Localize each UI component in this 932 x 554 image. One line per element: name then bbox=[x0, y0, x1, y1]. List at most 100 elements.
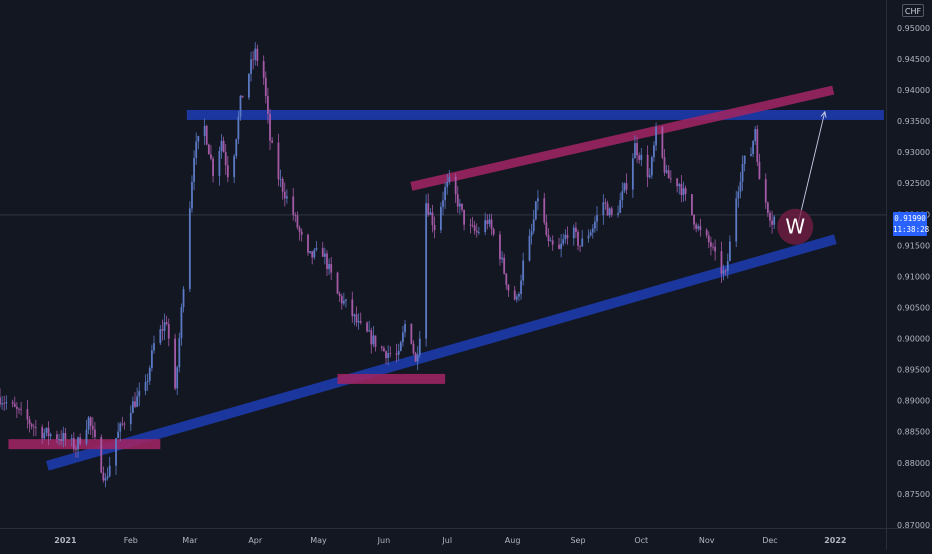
support-trendline[interactable] bbox=[46, 234, 837, 471]
candle-body bbox=[309, 251, 311, 253]
candle-body bbox=[161, 329, 164, 331]
candle-body bbox=[710, 242, 712, 247]
candle-body bbox=[165, 322, 168, 325]
price-tick-label: 0.94000 bbox=[897, 86, 930, 95]
candle-body bbox=[697, 226, 700, 229]
candle-body bbox=[292, 196, 295, 216]
candle-body bbox=[75, 449, 77, 450]
candle-body bbox=[340, 295, 343, 304]
candle-body bbox=[636, 143, 638, 156]
candle-body bbox=[678, 184, 681, 187]
candle-body bbox=[604, 202, 607, 204]
time-axis[interactable]: 2021 Feb Mar Apr May Jun Jul Aug Sep Oct Nov Dec 202… bbox=[54, 536, 846, 545]
candle-body bbox=[771, 220, 773, 225]
candle-body bbox=[64, 432, 67, 440]
price-tick-label: 0.90500 bbox=[897, 303, 930, 312]
candle-body bbox=[646, 154, 649, 178]
candle-body bbox=[330, 263, 333, 273]
candle-body bbox=[163, 322, 166, 331]
time-tick-label: May bbox=[310, 536, 327, 545]
candle-body bbox=[522, 260, 525, 281]
candle-body bbox=[653, 145, 655, 158]
time-tick-label: Mar bbox=[182, 536, 198, 545]
price-tick-label: 0.88000 bbox=[897, 459, 930, 468]
candle-body bbox=[743, 155, 746, 164]
candle-body bbox=[680, 184, 683, 195]
projection-arrow[interactable] bbox=[796, 111, 826, 227]
candle-body bbox=[117, 431, 120, 439]
candle-body bbox=[359, 321, 362, 323]
candle-body bbox=[661, 126, 664, 158]
resistance-zone[interactable] bbox=[186, 109, 884, 120]
candle-body bbox=[150, 350, 153, 368]
candle-body bbox=[537, 198, 539, 202]
currency-badge[interactable]: CHF bbox=[902, 4, 924, 17]
candle-body bbox=[115, 438, 117, 466]
candle-body bbox=[328, 263, 330, 270]
projection-arrow-head[interactable] bbox=[820, 110, 827, 118]
candle-body bbox=[528, 235, 531, 261]
candle-body bbox=[353, 314, 356, 317]
annotation-layer[interactable] bbox=[8, 85, 884, 471]
price-tick-label: 0.92500 bbox=[897, 179, 930, 188]
candle-body bbox=[205, 125, 208, 145]
candle-body bbox=[469, 224, 472, 226]
time-tick-label: Jul bbox=[441, 536, 452, 545]
candle-body bbox=[577, 231, 579, 246]
candle-body bbox=[572, 227, 575, 239]
candle-body bbox=[461, 203, 463, 210]
candle-body bbox=[484, 220, 487, 233]
overlay-layer[interactable]: W bbox=[777, 110, 827, 245]
support-zone[interactable] bbox=[8, 439, 161, 450]
candle-body bbox=[79, 437, 82, 444]
price-axis[interactable]: 0.87000 0.87500 0.88000 0.88500 0.89000 0.895… bbox=[897, 24, 930, 530]
candle-body bbox=[62, 432, 65, 442]
candle-body bbox=[321, 248, 324, 257]
price-tick-label: 0.93500 bbox=[897, 117, 930, 126]
candle-body bbox=[389, 353, 392, 354]
candle-body bbox=[146, 380, 149, 383]
candle-body bbox=[608, 208, 611, 216]
candle-body bbox=[58, 439, 60, 440]
candle-body bbox=[414, 352, 417, 362]
candle-body bbox=[342, 300, 345, 304]
candle-body bbox=[220, 140, 223, 152]
candle-body bbox=[212, 158, 214, 176]
upper-trendline[interactable] bbox=[410, 85, 835, 191]
time-tick-label: Feb bbox=[124, 536, 138, 545]
candle-body bbox=[311, 251, 314, 258]
candle-body bbox=[283, 191, 286, 199]
candle-body bbox=[518, 294, 520, 297]
candle-body bbox=[326, 253, 328, 270]
wave-marker-label: W bbox=[785, 215, 805, 239]
candle-body bbox=[182, 289, 185, 308]
candle-body bbox=[737, 191, 740, 199]
candle-body bbox=[431, 212, 434, 225]
candle-body bbox=[134, 401, 136, 407]
candle-body bbox=[41, 427, 44, 439]
support-zone[interactable] bbox=[337, 373, 446, 384]
time-tick-label: Oct bbox=[634, 536, 648, 545]
candle-body bbox=[102, 472, 105, 481]
price-tick-label: 0.91000 bbox=[897, 272, 930, 281]
candle-body bbox=[72, 438, 75, 450]
time-tick-label: 2021 bbox=[54, 536, 77, 545]
time-tick-label: Nov bbox=[699, 536, 715, 545]
candle-body bbox=[623, 183, 626, 192]
wave-marker-circle[interactable] bbox=[777, 208, 814, 245]
candle-body bbox=[606, 203, 609, 216]
candle-body bbox=[210, 154, 212, 159]
candle-body bbox=[271, 140, 274, 143]
candle-body bbox=[579, 245, 582, 247]
price-tick-label: 0.87000 bbox=[897, 521, 930, 530]
candle-body bbox=[123, 423, 126, 425]
price-tick-label: 0.91500 bbox=[897, 241, 930, 250]
candle-body bbox=[3, 403, 6, 405]
candle-body bbox=[515, 296, 518, 300]
candle-body bbox=[764, 179, 767, 203]
candle-body bbox=[503, 257, 506, 274]
candle-body bbox=[0, 397, 1, 405]
